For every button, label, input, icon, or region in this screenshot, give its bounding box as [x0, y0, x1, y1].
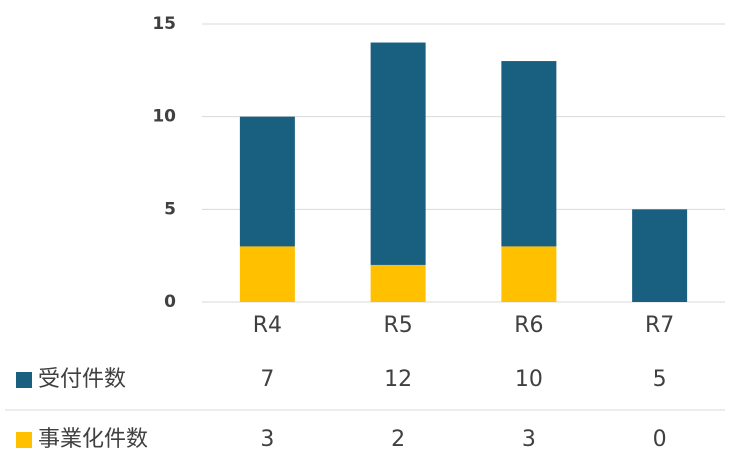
table-value: 5: [653, 367, 667, 392]
legend-label: 受付件数: [38, 367, 126, 392]
table-value: 3: [522, 427, 536, 451]
bar: [370, 264, 426, 302]
table-value: 2: [391, 427, 405, 451]
legend-label: 事業化件数: [38, 427, 148, 451]
x-tick-label: R7: [645, 313, 674, 338]
bar: [632, 209, 688, 302]
table-value: 12: [384, 367, 412, 392]
y-tick-label: 0: [164, 292, 176, 312]
x-tick-label: R5: [383, 313, 412, 338]
bar: [501, 61, 557, 247]
legend-swatch: [16, 432, 32, 448]
table-value: 0: [653, 427, 667, 451]
bar: [370, 42, 426, 265]
x-tick-label: R4: [253, 313, 282, 338]
table-value: 10: [515, 367, 543, 392]
bar: [239, 246, 295, 302]
bar: [239, 116, 295, 247]
table-value: 7: [260, 367, 274, 392]
y-tick-label: 15: [152, 14, 176, 34]
y-tick-label: 5: [164, 199, 176, 219]
table-value: 3: [260, 427, 274, 451]
legend-swatch: [16, 372, 32, 388]
bar: [501, 246, 557, 302]
x-tick-label: R6: [514, 313, 543, 338]
y-tick-label: 10: [152, 107, 176, 127]
